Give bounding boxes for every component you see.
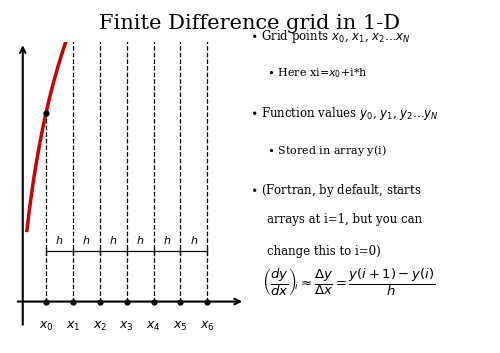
Text: $x_2$: $x_2$ [92,320,107,333]
Text: $h$: $h$ [56,234,64,246]
Text: $h$: $h$ [82,234,90,246]
Text: $h$: $h$ [190,234,198,246]
Text: $\bullet$ Grid points $x_0$, $x_1$, $x_2$$\ldots$$x_N$: $\bullet$ Grid points $x_0$, $x_1$, $x_2… [250,28,410,45]
Text: $\bullet$ (Fortran, by default, starts: $\bullet$ (Fortran, by default, starts [250,182,422,199]
Text: $\bullet$ Stored in array y(i): $\bullet$ Stored in array y(i) [267,143,386,158]
Text: arrays at i=1, but you can: arrays at i=1, but you can [267,214,422,227]
Text: $\bullet$ Function values $y_0$, $y_1$, $y_2$$\ldots$$y_N$: $\bullet$ Function values $y_0$, $y_1$, … [250,105,438,122]
Text: Finite Difference grid in 1-D: Finite Difference grid in 1-D [100,14,401,33]
Text: change this to i=0): change this to i=0) [267,245,381,258]
Text: $x_5$: $x_5$ [173,320,188,333]
Text: $x_3$: $x_3$ [120,320,134,333]
Text: $\left(\dfrac{dy}{dx}\right)_{\!i}\approx\dfrac{\Delta y}{\Delta x}=\dfrac{y(i+1: $\left(\dfrac{dy}{dx}\right)_{\!i}\appro… [262,266,436,298]
Text: $x_4$: $x_4$ [146,320,161,333]
Text: $\bullet$ Here xi=$x_0$+i*h: $\bullet$ Here xi=$x_0$+i*h [267,67,368,80]
Text: $h$: $h$ [136,234,144,246]
Text: $x_0$: $x_0$ [38,320,54,333]
Text: $x_6$: $x_6$ [200,320,214,333]
Text: $h$: $h$ [109,234,118,246]
Text: $x_1$: $x_1$ [66,320,80,333]
Text: $h$: $h$ [163,234,171,246]
